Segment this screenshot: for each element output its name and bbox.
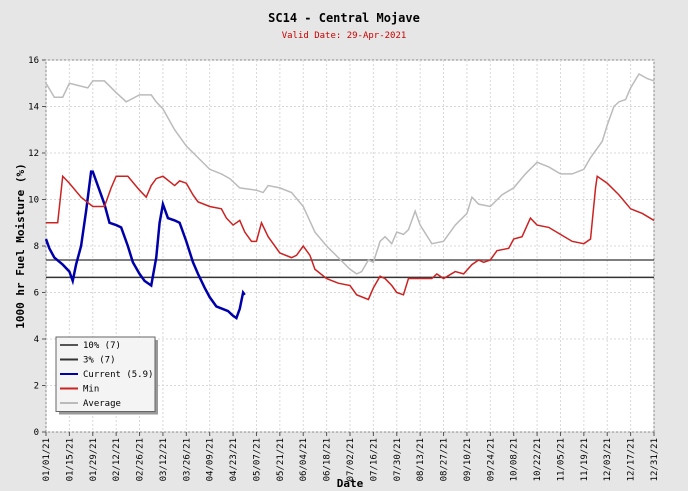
lines (44, 72, 655, 321)
chart-subtitle: Valid Date: 29-Apr-2021 (282, 31, 407, 41)
legend: 10% (7) 3% (7) Current (5.9) Min Average (55, 336, 158, 415)
x-tick-label: 03/12/21 (159, 438, 169, 481)
y-axis-label: 1000 hr Fuel Moisture (%) (14, 163, 27, 329)
legend-label: Min (83, 385, 99, 395)
y-tick-label: 4 (34, 335, 39, 345)
x-tick-label: 06/04/21 (299, 438, 309, 481)
x-tick-label: 12/31/21 (650, 438, 660, 481)
series-line (45, 72, 655, 275)
x-tick-label: 10/08/21 (510, 438, 520, 481)
y-tick-label: 2 (34, 382, 39, 392)
x-tick-label: 10/22/21 (533, 438, 543, 481)
y-tick-label: 10 (28, 196, 39, 206)
x-tick-label: 11/05/21 (556, 438, 566, 481)
x-tick-label: 04/23/21 (229, 438, 239, 481)
x-tick-label: 01/29/21 (89, 438, 99, 481)
x-tick-label: 07/30/21 (393, 438, 403, 481)
x-tick-label: 09/10/21 (463, 438, 473, 481)
legend-label: Average (83, 399, 121, 409)
chart-title: SC14 - Central Mojave (268, 11, 420, 25)
y-tick-label: 14 (28, 103, 39, 113)
x-tick-label: 09/24/21 (486, 438, 496, 481)
legend-label: Current (5.9) (83, 370, 153, 380)
x-tick-label: 05/07/21 (252, 438, 262, 481)
x-tick-label: 07/02/21 (346, 438, 356, 481)
x-tick-label: 08/13/21 (416, 438, 426, 481)
x-tick-label: 11/19/21 (580, 438, 590, 481)
legend-label: 3% (7) (83, 356, 116, 366)
x-tick-label: 12/03/21 (603, 438, 613, 481)
y-tick-label: 16 (28, 56, 39, 66)
x-tick-label: 01/01/21 (42, 438, 52, 481)
series-line (44, 170, 246, 321)
x-tick-label: 07/16/21 (369, 438, 379, 481)
x-tick-label: 05/21/21 (276, 438, 286, 481)
x-tick-label: 02/26/21 (136, 438, 146, 481)
series-line (46, 174, 655, 301)
x-tick-label: 08/27/21 (440, 438, 450, 481)
x-axis-label: Date (337, 477, 364, 490)
y-tick-label: 6 (34, 289, 39, 299)
x-tick-label: 01/15/21 (65, 438, 75, 481)
legend-label: 10% (7) (83, 341, 121, 351)
y-tick-label: 8 (34, 242, 39, 252)
x-tick-label: 02/12/21 (112, 438, 122, 481)
x-tick-label: 12/17/21 (627, 438, 637, 481)
x-tick-label: 06/18/21 (323, 438, 333, 481)
x-tick-label: 03/26/21 (182, 438, 192, 481)
x-tick-label: 04/09/21 (206, 438, 216, 481)
y-tick-label: 0 (34, 428, 39, 438)
y-tick-label: 12 (28, 149, 39, 159)
